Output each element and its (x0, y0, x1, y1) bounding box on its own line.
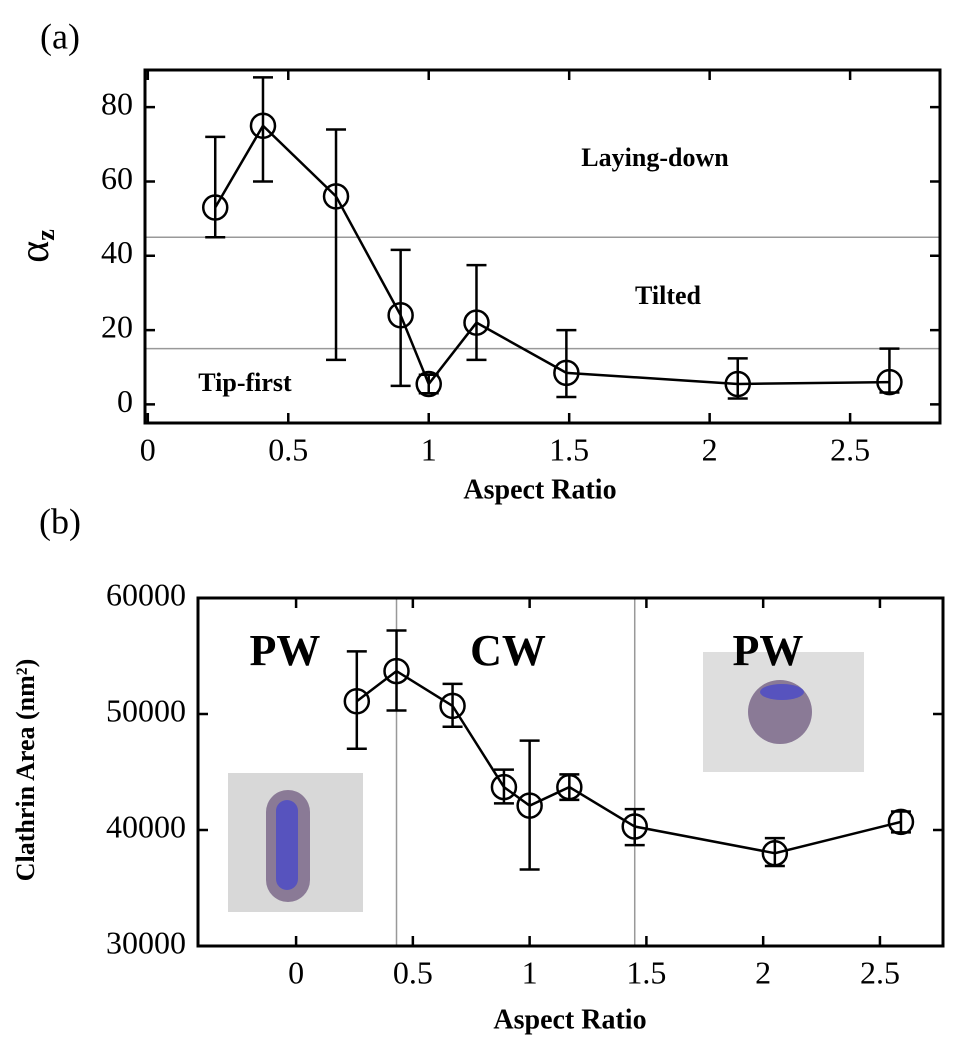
plot-frame (143, 68, 942, 425)
y-tick-label: 50000 (106, 692, 186, 728)
data-point (439, 692, 466, 720)
data-line (214, 123, 890, 387)
x-tick-label: 1.5 (626, 954, 666, 990)
inset-sphere (703, 652, 864, 772)
error-bar (252, 76, 273, 183)
error-bar (346, 650, 367, 751)
y-tick-label: 30000 (106, 924, 186, 960)
data-point (201, 194, 229, 221)
data-point (343, 687, 371, 715)
y-axis-label: Clathrin Area (nm²) (11, 659, 40, 882)
y-tick-label: 60000 (106, 576, 186, 612)
inset-coat (760, 684, 804, 700)
data-point (556, 773, 583, 801)
x-tick-label: 2 (755, 954, 771, 990)
x-tick-label: 0.5 (393, 954, 433, 990)
data-point (761, 839, 789, 867)
data-point (463, 309, 490, 336)
error-bar (386, 629, 407, 712)
x-tick-label: 2.5 (860, 954, 900, 990)
region-annotation: CW (470, 626, 546, 675)
region-annotation: PW (250, 626, 321, 675)
x-tick-label: 2 (702, 431, 718, 467)
data-point (415, 370, 442, 398)
inset-elongated (228, 773, 363, 912)
data-point (724, 370, 751, 398)
inset-coat (276, 800, 298, 890)
panel-label: (b) (39, 501, 81, 541)
x-tick-label: 1 (421, 431, 437, 467)
error-bar (890, 810, 911, 834)
y-axis-label: αz (12, 229, 60, 263)
x-tick-label: 0.5 (268, 431, 308, 467)
y-tick-label: 40 (101, 234, 133, 270)
panel-label: (a) (40, 16, 80, 56)
y-tick-label: 0 (117, 383, 133, 419)
error-bar (442, 682, 463, 729)
data-point (387, 301, 414, 329)
data-point (383, 657, 410, 685)
region-annotation: Tip-first (198, 368, 292, 397)
y-tick-label: 40000 (106, 808, 186, 844)
error-bar (418, 373, 439, 395)
x-tick-label: 2.5 (830, 431, 870, 467)
x-tick-label: 1.5 (549, 431, 589, 467)
error-bar (205, 135, 226, 239)
data-point (322, 183, 350, 210)
error-bar (326, 128, 347, 362)
error-bar (727, 357, 748, 400)
error-bar (466, 263, 487, 362)
error-bar (519, 739, 540, 871)
region-annotation: Laying-down (581, 143, 729, 172)
data-point (490, 773, 518, 801)
plot-frame (196, 596, 945, 948)
region-annotation: Tilted (635, 281, 702, 310)
x-tick-label: 1 (522, 954, 538, 990)
data-point (516, 792, 543, 819)
error-bar (390, 248, 411, 388)
data-point (249, 112, 277, 139)
data-point (553, 359, 580, 387)
data-point (876, 368, 903, 396)
y-tick-label: 60 (101, 160, 133, 196)
data-point (621, 813, 648, 840)
x-axis-label: Aspect Ratio (463, 474, 616, 505)
x-tick-label: 0 (140, 431, 156, 467)
region-annotation: PW (733, 626, 804, 675)
data-point (887, 808, 915, 836)
x-axis-label: Aspect Ratio (493, 1004, 646, 1035)
y-axis-label-main: α (12, 241, 58, 263)
y-tick-label: 80 (101, 86, 133, 122)
y-tick-label: 20 (101, 308, 133, 344)
y-axis-label-subscript: z (31, 229, 60, 241)
x-tick-label: 0 (288, 954, 304, 990)
y-axis-label-main: Clathrin Area (nm²) (11, 659, 40, 882)
